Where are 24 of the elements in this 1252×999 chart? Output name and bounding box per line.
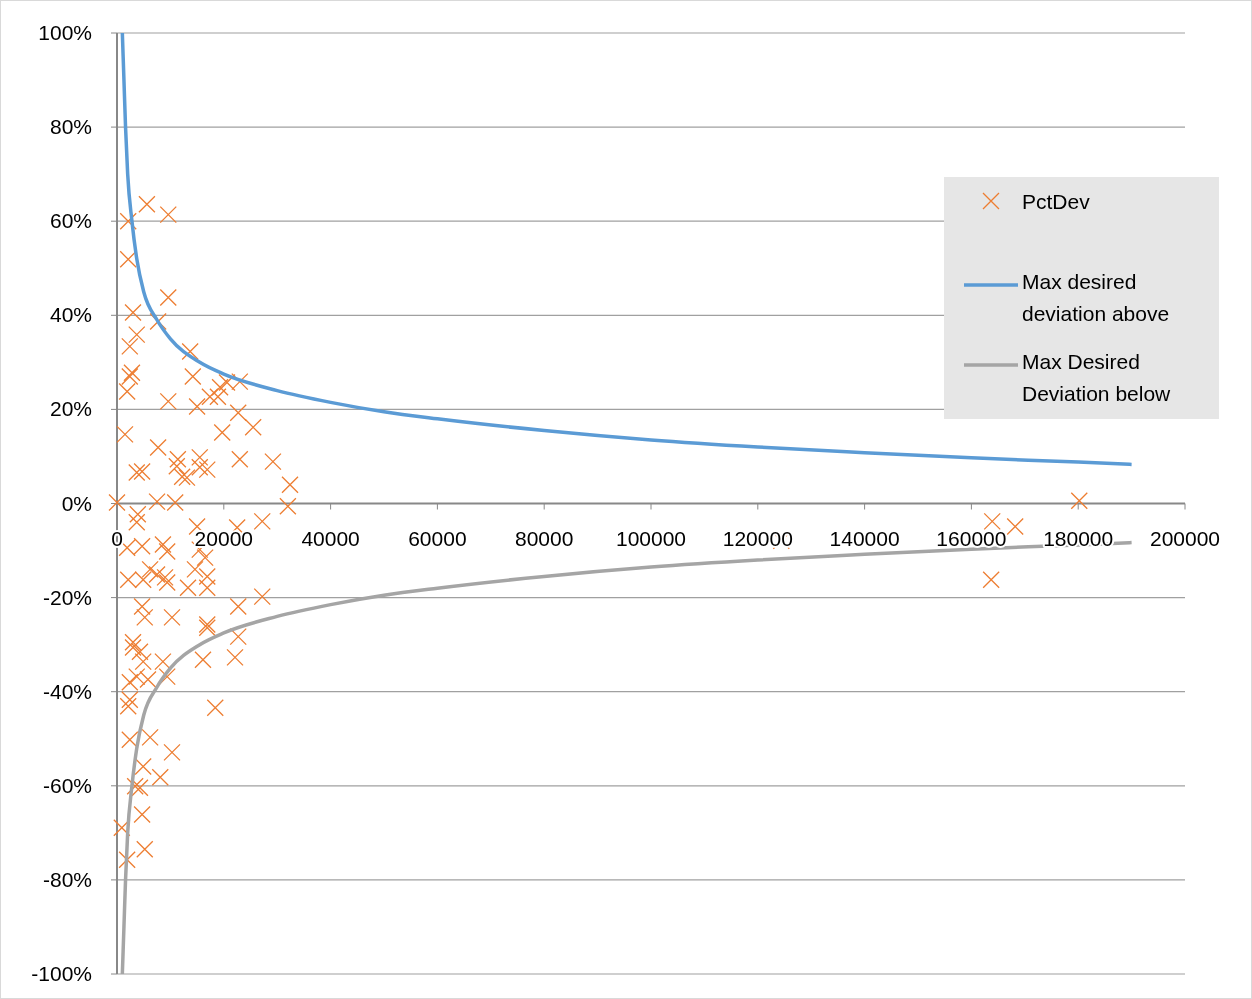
legend-label: Max Desired Deviation below [1022,350,1172,405]
x-tick-label: 160000 [936,526,1007,550]
legend-label: PctDev [1022,190,1091,213]
legend-label: Max desired deviation above [1022,270,1170,325]
y-tick-label: -80% [42,867,92,891]
y-tick-label: 20% [49,397,92,421]
x-tick-label: 60000 [408,526,467,550]
x-tick-label: 200000 [1149,526,1221,550]
x-tick-label: 0 [111,526,123,550]
y-tick-label: -40% [42,679,92,703]
y-tick-label: -60% [42,773,92,797]
y-tick-label: 80% [49,115,92,139]
x-tick-label: 40000 [301,526,360,550]
y-tick-label: 60% [49,209,92,233]
x-tick-label: 80000 [515,526,574,550]
y-tick-label: -100% [31,962,92,985]
x-tick-label: 140000 [829,526,900,550]
x-tick-label: 20000 [194,526,253,550]
x-tick-label: 100000 [615,526,687,550]
y-tick-label: -20% [42,585,92,609]
y-tick-label: 100% [38,21,92,44]
y-tick-label: 40% [49,303,92,327]
x-tick-label: 180000 [1043,526,1114,550]
y-tick-label: 0% [61,491,92,515]
